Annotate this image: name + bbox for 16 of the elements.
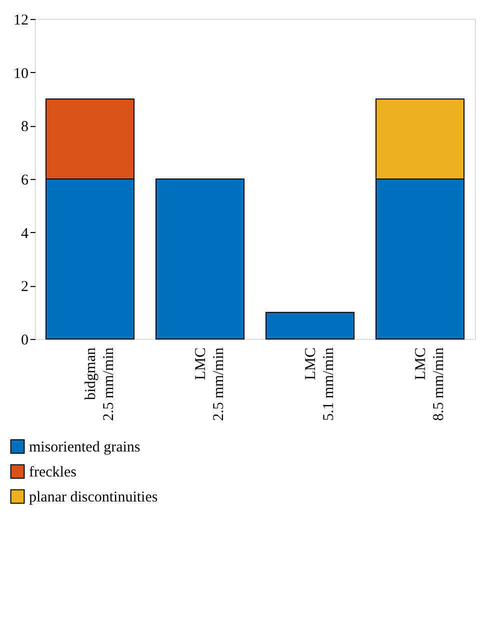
- y-tick-label: 8: [21, 119, 28, 136]
- y-tick-label: 10: [14, 66, 28, 82]
- x-tick-label: bidgman 2.5 mm/min: [83, 347, 117, 421]
- y-tick-label: 6: [21, 172, 29, 188]
- legend-label: planar discontinuities: [29, 490, 158, 506]
- x-tick-label: LMC 5.1 mm/min: [303, 347, 337, 421]
- bar: [266, 312, 354, 340]
- y-tick-label: 0: [21, 332, 28, 348]
- y-tick-label: 2: [21, 279, 28, 296]
- x-tick-label: LMC 8.5 mm/min: [413, 347, 447, 421]
- bar: [156, 178, 244, 340]
- legend-label: misoriented grains: [29, 440, 140, 456]
- x-tick-label: LMC 2.5 mm/min: [193, 347, 227, 421]
- legend-label: freckles: [29, 464, 77, 480]
- y-tick-label: 12: [14, 12, 28, 28]
- y-tick-label: 4: [21, 226, 29, 242]
